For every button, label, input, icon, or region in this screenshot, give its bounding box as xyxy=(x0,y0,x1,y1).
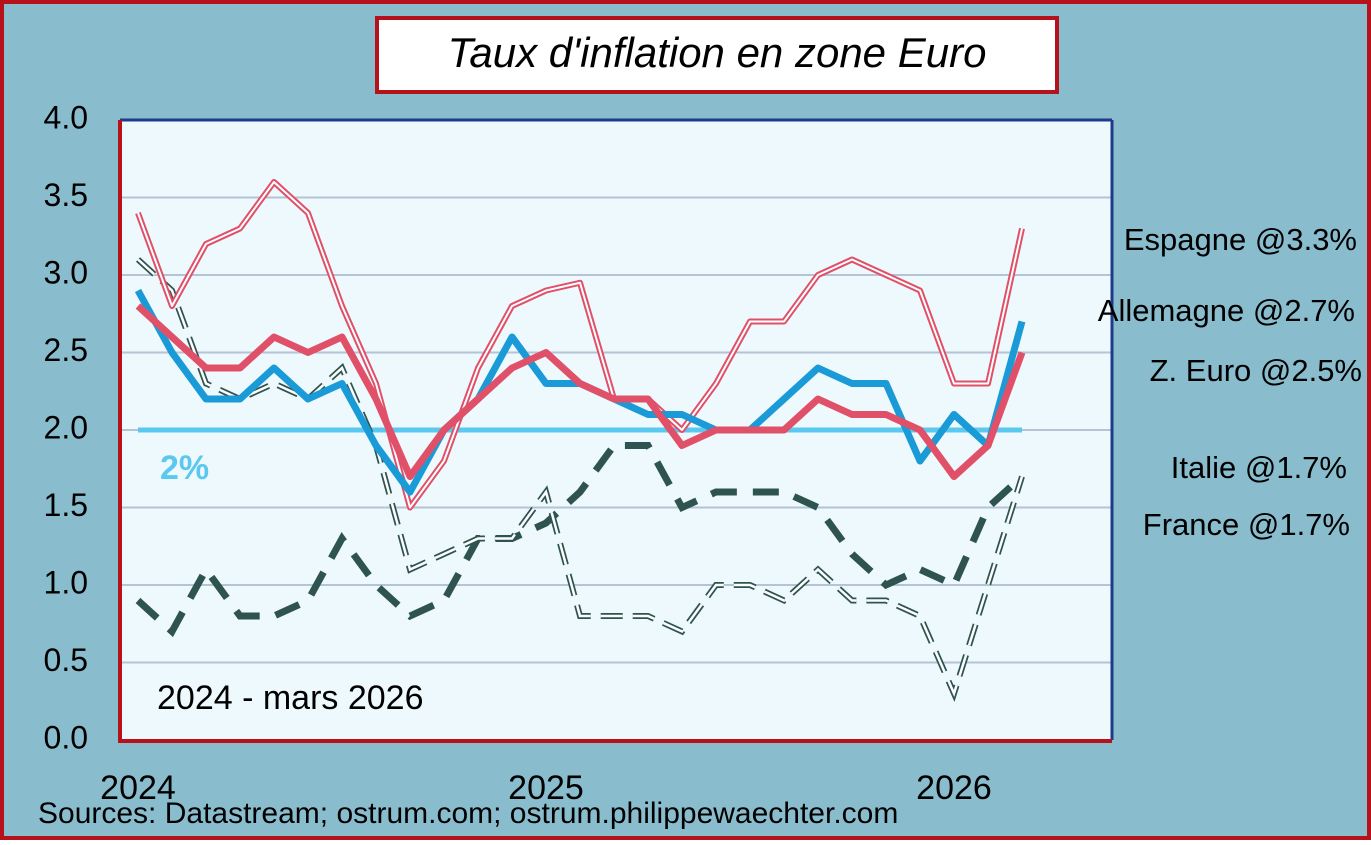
legend-label: Italie @1.7% xyxy=(1171,450,1347,485)
y-tick-label: 1.5 xyxy=(44,487,88,523)
x-tick-label: 2026 xyxy=(916,769,992,807)
series-line xyxy=(135,303,1026,480)
source: Sources: Datastream; ostrum.com; ostrum.… xyxy=(38,797,898,830)
y-tick-label: 4.0 xyxy=(44,99,88,135)
x-tick-label: 2024 xyxy=(100,769,176,807)
series-line-inner xyxy=(137,258,1024,698)
annotation: 2024 - mars 2026 xyxy=(157,679,424,717)
reference-label: 2% xyxy=(160,449,209,487)
legend-label: Espagne @3.3% xyxy=(1124,222,1357,257)
marks xyxy=(134,179,1026,703)
series-line-inner xyxy=(137,181,1023,509)
legend-label: Allemagne @2.7% xyxy=(1098,293,1355,328)
y-tick-label: 2.0 xyxy=(44,409,88,445)
y-tick-label: 1.0 xyxy=(44,564,88,600)
chart-title: Taux d'inflation en zone Euro xyxy=(448,29,987,76)
y-tick-label: 2.5 xyxy=(44,332,88,368)
x-tick-label: 2025 xyxy=(508,769,584,807)
y-tick-label: 0.0 xyxy=(44,719,88,755)
title-box xyxy=(375,16,1059,94)
series-line xyxy=(135,442,1025,638)
y-tick-label: 3.0 xyxy=(44,254,88,290)
legend-label: Z. Euro @2.5% xyxy=(1150,353,1362,388)
legend-label: France @1.7% xyxy=(1143,507,1350,542)
y-tick-label: 3.5 xyxy=(44,177,88,213)
y-tick-label: 0.5 xyxy=(44,642,88,678)
